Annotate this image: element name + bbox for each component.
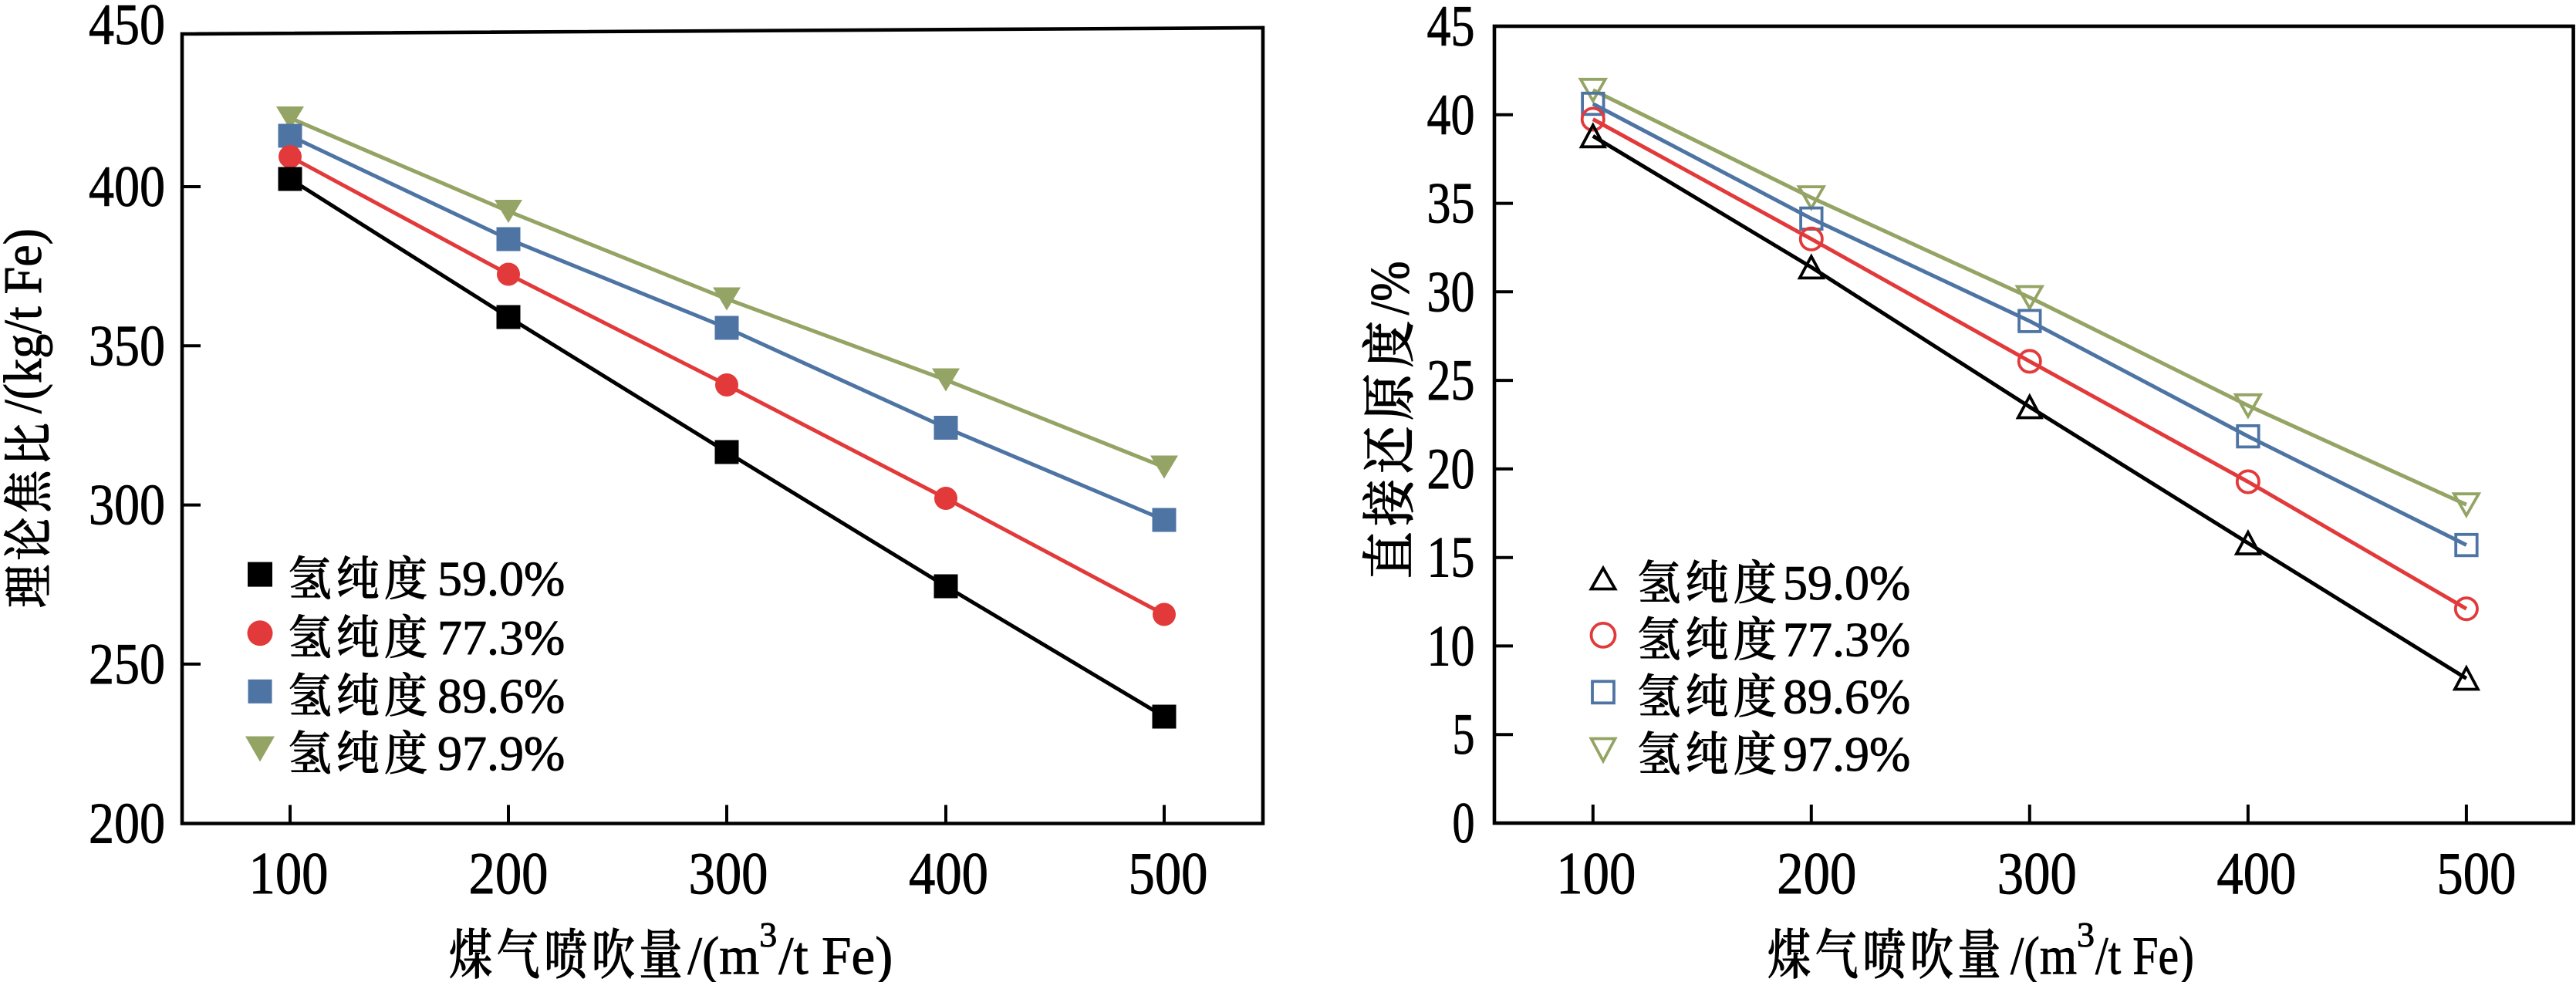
- svg-text:10: 10: [1427, 614, 1475, 678]
- svg-text:400: 400: [909, 840, 988, 906]
- svg-text:100: 100: [1556, 840, 1636, 906]
- svg-text:200: 200: [1777, 840, 1856, 906]
- svg-text:15: 15: [1427, 526, 1475, 590]
- svg-text:30: 30: [1427, 260, 1475, 324]
- svg-text:350: 350: [89, 314, 165, 378]
- svg-text:25: 25: [1427, 349, 1475, 413]
- svg-text:500: 500: [1129, 840, 1208, 906]
- svg-text:/%: /%: [1359, 261, 1421, 315]
- svg-text:89.6%: 89.6%: [1783, 669, 1910, 724]
- svg-text:97.9%: 97.9%: [437, 726, 565, 781]
- svg-text:500: 500: [2436, 840, 2516, 906]
- svg-text:300: 300: [1997, 840, 2077, 906]
- svg-text:97.9%: 97.9%: [1783, 727, 1910, 781]
- svg-text:89.6%: 89.6%: [437, 668, 565, 723]
- svg-text:40: 40: [1427, 83, 1475, 147]
- svg-text:35: 35: [1427, 172, 1475, 236]
- svg-text:450: 450: [89, 0, 165, 57]
- svg-text:5: 5: [1453, 703, 1475, 767]
- svg-text:0: 0: [1453, 791, 1475, 855]
- svg-text:77.3%: 77.3%: [1783, 612, 1910, 666]
- svg-text:20: 20: [1427, 437, 1475, 501]
- svg-text:45: 45: [1427, 0, 1475, 59]
- svg-text:3: 3: [2077, 915, 2095, 954]
- svg-text:59.0%: 59.0%: [1783, 555, 1910, 610]
- svg-text:200: 200: [89, 792, 165, 856]
- svg-text:/(kg/t Fe): /(kg/t Fe): [0, 228, 53, 413]
- svg-text:200: 200: [469, 840, 549, 906]
- svg-text:400: 400: [2216, 840, 2296, 906]
- svg-text:/(m: /(m: [687, 927, 759, 982]
- svg-text:3: 3: [759, 915, 777, 954]
- svg-text:77.3%: 77.3%: [437, 610, 565, 665]
- svg-text:250: 250: [89, 633, 165, 697]
- svg-text:/t Fe): /t Fe): [2095, 927, 2194, 982]
- svg-text:100: 100: [249, 840, 329, 906]
- svg-text:/t Fe): /t Fe): [778, 927, 893, 982]
- svg-text:59.0%: 59.0%: [437, 552, 565, 606]
- svg-text:/(m: /(m: [2010, 927, 2077, 982]
- svg-text:400: 400: [89, 155, 165, 219]
- svg-text:300: 300: [89, 474, 165, 538]
- svg-text:300: 300: [689, 840, 768, 906]
